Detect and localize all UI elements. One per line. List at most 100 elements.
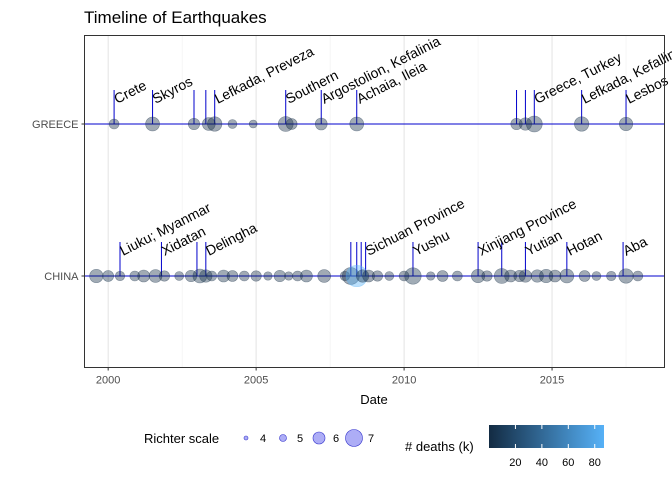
- color-legend-bar: [489, 425, 604, 448]
- x-axis-title: Date: [360, 392, 387, 407]
- annotation-label: Crete: [111, 77, 149, 107]
- annotation-labels: Crete Skyros Lefkada, PrevezaSouthernArgos…: [111, 33, 672, 259]
- earthquake-point: [452, 270, 463, 282]
- earthquake-point: [199, 269, 213, 283]
- earthquake-point: [314, 117, 328, 131]
- earthquake-point: [248, 119, 258, 129]
- earthquake-point: [530, 269, 544, 283]
- x-tick-label: 2005: [244, 375, 268, 387]
- earthquake-point: [158, 270, 170, 282]
- earthquake-point: [404, 267, 422, 285]
- annotation-stems: [113, 90, 627, 276]
- earthquake-point: [217, 269, 230, 283]
- earthquake-point: [317, 269, 331, 283]
- earthquake-point: [285, 118, 298, 130]
- earthquake-point: [436, 270, 449, 282]
- size-legend: Richter scale 4 5 6 7: [144, 429, 374, 447]
- earthquake-point: [510, 117, 523, 131]
- earthquake-point: [345, 264, 368, 288]
- earthquake-point: [578, 270, 591, 282]
- y-tick-label: GREECE: [32, 119, 78, 131]
- size-legend-label: 6: [333, 433, 339, 445]
- earthquake-point: [339, 270, 350, 282]
- earthquake-point: [525, 115, 543, 133]
- earthquake-point: [137, 269, 150, 283]
- earthquake-point: [192, 268, 208, 284]
- chart-title: Timeline of Earthquakes: [84, 8, 267, 27]
- earthquake-point: [184, 269, 198, 283]
- x-axis: 2000 2005 2010 2015: [96, 367, 564, 387]
- earthquake-point: [471, 268, 486, 284]
- earthquake-point: [574, 116, 590, 132]
- earthquake-point: [206, 270, 218, 282]
- size-legend-key: [279, 434, 287, 442]
- earthquake-point: [292, 270, 303, 282]
- color-tick-label: 80: [589, 457, 601, 469]
- color-tick-label: 60: [562, 457, 574, 469]
- size-legend-label: 5: [297, 433, 303, 445]
- earthquake-point: [398, 270, 410, 282]
- earthquake-point: [108, 118, 120, 130]
- earthquake-point: [174, 271, 184, 281]
- earthquake-point: [513, 269, 526, 283]
- size-legend-keys: 4 5 6 7: [243, 429, 374, 447]
- earthquake-point: [481, 270, 493, 282]
- earthquake-point: [518, 117, 532, 131]
- earthquake-point: [263, 271, 273, 281]
- size-legend-key: [345, 429, 363, 447]
- earthquake-point: [250, 270, 262, 282]
- earthquake-point: [207, 116, 223, 132]
- size-legend-title: Richter scale: [144, 431, 219, 446]
- color-legend-ticks: 20 40 60 80: [509, 425, 601, 469]
- annotation-label: Skyros: [150, 73, 195, 107]
- y-axis: CHINA GREECE: [32, 119, 85, 283]
- y-tick-label: CHINA: [44, 271, 79, 283]
- size-legend-key: [243, 435, 249, 441]
- earthquake-point: [89, 268, 104, 284]
- earthquake-point: [504, 269, 517, 283]
- earthquake-point: [384, 271, 395, 281]
- color-tick-label: 20: [509, 457, 521, 469]
- annotation-label: Aba: [620, 233, 650, 259]
- earthquake-point: [618, 116, 634, 132]
- earthquake-point: [300, 269, 313, 283]
- earthquake-point: [187, 117, 201, 131]
- earthquake-point: [539, 268, 554, 284]
- x-tick-label: 2010: [392, 375, 416, 387]
- earthquake-points: [89, 115, 644, 288]
- panel-border: [84, 35, 665, 368]
- earthquake-point: [518, 269, 532, 283]
- earthquake-point: [273, 269, 286, 283]
- country-baselines: [84, 123, 665, 277]
- color-legend-title: # deaths (k): [405, 439, 474, 454]
- earthquake-point: [559, 268, 575, 284]
- annotation-label: Hotan: [564, 227, 605, 258]
- x-tick-label: 2000: [96, 375, 120, 387]
- annotation-label: Delingha: [203, 219, 260, 258]
- size-legend-key: [312, 431, 326, 445]
- earthquake-point: [356, 269, 370, 283]
- size-legend-label: 7: [368, 433, 374, 445]
- earthquake-point: [226, 270, 239, 282]
- color-tick-label: 40: [536, 457, 548, 469]
- earthquake-point: [371, 270, 384, 282]
- earthquake-point: [129, 270, 141, 282]
- earthquake-point: [349, 116, 365, 132]
- earthquake-point: [591, 271, 602, 281]
- earthquake-point: [284, 271, 294, 281]
- earthquake-point: [362, 269, 375, 283]
- size-legend-label: 4: [260, 433, 266, 445]
- earthquake-point: [342, 267, 360, 285]
- x-tick-label: 2015: [540, 375, 564, 387]
- earthquake-point: [148, 269, 163, 283]
- earthquake-point: [618, 268, 634, 284]
- earthquake-point: [102, 270, 114, 282]
- earthquake-point: [493, 268, 510, 284]
- earthquake-point: [632, 270, 644, 282]
- earthquake-point: [606, 270, 617, 282]
- earthquake-point: [277, 116, 294, 132]
- earthquake-point: [145, 116, 160, 132]
- earthquake-point: [426, 271, 436, 281]
- earthquake-point: [201, 117, 216, 131]
